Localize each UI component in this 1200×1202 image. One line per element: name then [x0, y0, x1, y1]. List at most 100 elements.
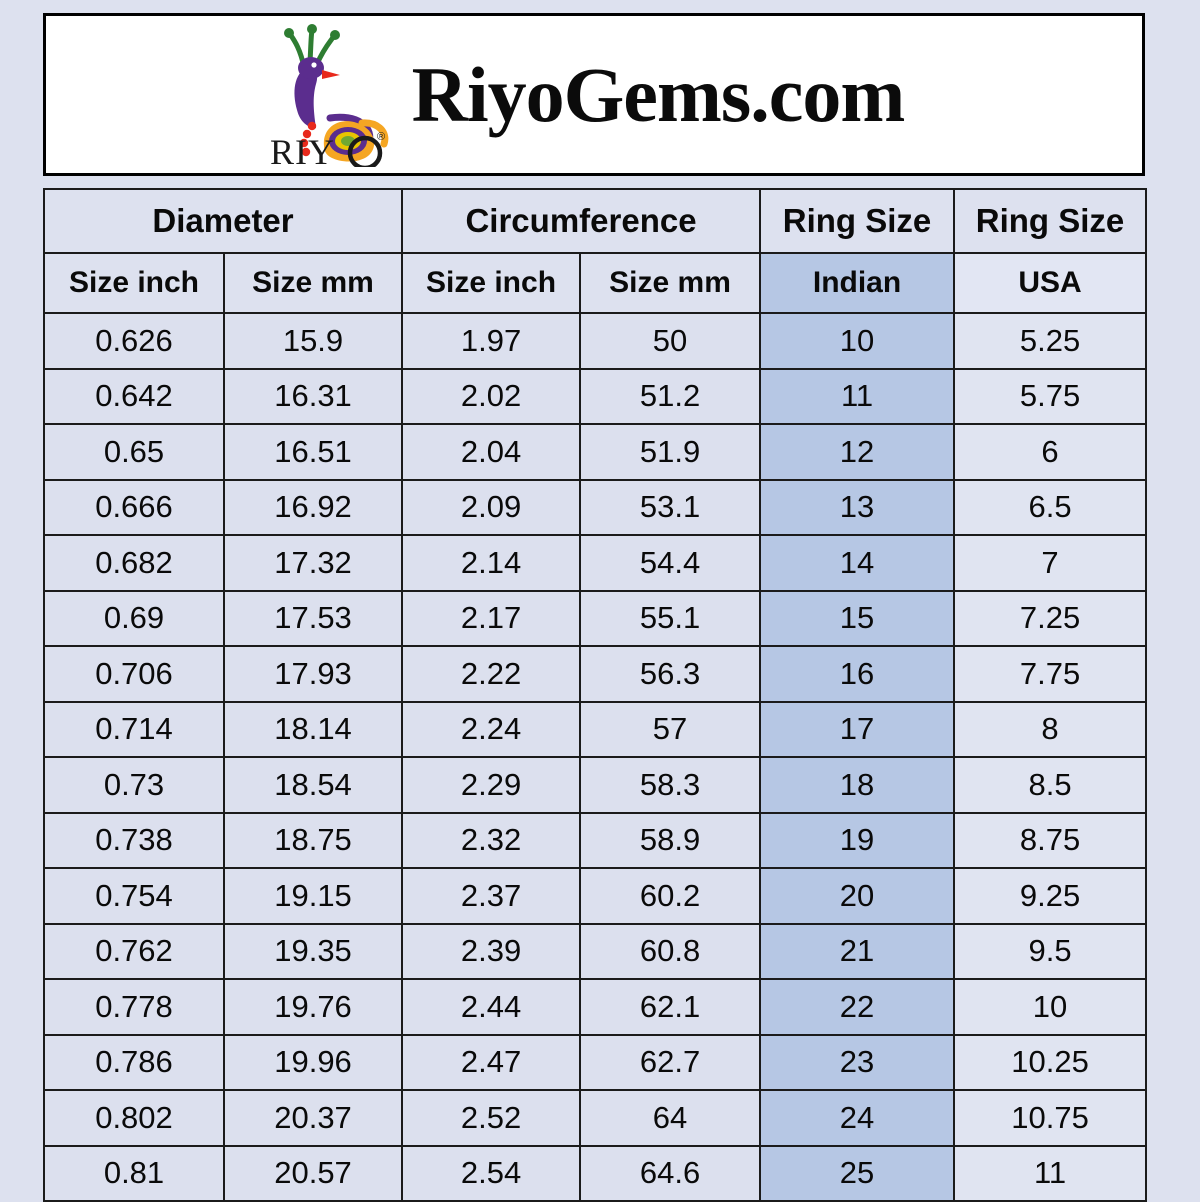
cell-circumference-mm: 51.2	[579, 367, 762, 425]
table-row: 0.69 17.53 2.17 55.1 15 7.25	[43, 589, 1148, 647]
ring-size-table: Diameter Circumference Ring Size Ring Si…	[42, 188, 1148, 1202]
cell-usa: 11	[953, 1144, 1148, 1202]
table-row: 0.762 19.35 2.39 60.8 21 9.5	[43, 922, 1148, 980]
cell-diameter-inch: 0.642	[43, 367, 225, 425]
cell-circumference-mm: 55.1	[579, 589, 762, 647]
cell-usa: 10.75	[953, 1089, 1148, 1147]
cell-diameter-mm: 20.57	[222, 1144, 404, 1202]
cell-indian: 24	[759, 1089, 956, 1147]
cell-diameter-inch: 0.786	[43, 1033, 225, 1091]
cell-indian: 15	[759, 589, 956, 647]
cell-diameter-inch: 0.738	[43, 811, 225, 869]
cell-circumference-inch: 2.54	[401, 1144, 582, 1202]
table-row: 0.81 20.57 2.54 64.6 25 11	[43, 1144, 1148, 1202]
cell-indian: 13	[759, 478, 956, 536]
cell-diameter-inch: 0.666	[43, 478, 225, 536]
cell-diameter-mm: 17.32	[222, 534, 404, 592]
table-row: 0.738 18.75 2.32 58.9 19 8.75	[43, 811, 1148, 869]
cell-usa: 7.25	[953, 589, 1148, 647]
sub-header-circumference-inch: Size inch	[401, 252, 582, 314]
cell-circumference-inch: 2.17	[401, 589, 582, 647]
cell-indian: 11	[759, 367, 956, 425]
group-header-ring-size-indian: Ring Size	[759, 188, 956, 254]
cell-diameter-mm: 19.96	[222, 1033, 404, 1091]
table-row: 0.714 18.14 2.24 57 17 8	[43, 700, 1148, 758]
cell-diameter-mm: 19.35	[222, 922, 404, 980]
sub-header-indian: Indian	[759, 252, 956, 314]
cell-diameter-mm: 16.92	[222, 478, 404, 536]
cell-diameter-inch: 0.73	[43, 756, 225, 814]
cell-indian: 16	[759, 645, 956, 703]
table-row: 0.786 19.96 2.47 62.7 23 10.25	[43, 1033, 1148, 1091]
cell-circumference-inch: 2.39	[401, 922, 582, 980]
cell-circumference-mm: 53.1	[579, 478, 762, 536]
cell-indian: 20	[759, 867, 956, 925]
cell-circumference-mm: 51.9	[579, 423, 762, 481]
cell-circumference-inch: 2.24	[401, 700, 582, 758]
table-row: 0.642 16.31 2.02 51.2 11 5.75	[43, 367, 1148, 425]
cell-usa: 7.75	[953, 645, 1148, 703]
cell-circumference-mm: 56.3	[579, 645, 762, 703]
cell-diameter-inch: 0.778	[43, 978, 225, 1036]
cell-diameter-mm: 18.14	[222, 700, 404, 758]
cell-circumference-inch: 2.02	[401, 367, 582, 425]
table-group-header-row: Diameter Circumference Ring Size Ring Si…	[42, 188, 1148, 254]
cell-circumference-inch: 2.29	[401, 756, 582, 814]
cell-diameter-inch: 0.626	[43, 312, 225, 370]
cell-usa: 6.5	[953, 478, 1148, 536]
cell-diameter-inch: 0.81	[43, 1144, 225, 1202]
cell-circumference-mm: 50	[579, 312, 762, 370]
cell-indian: 14	[759, 534, 956, 592]
cell-usa: 5.75	[953, 367, 1148, 425]
cell-diameter-mm: 19.15	[222, 867, 404, 925]
cell-diameter-inch: 0.802	[43, 1089, 225, 1147]
cell-diameter-mm: 16.31	[222, 367, 404, 425]
table-row: 0.65 16.51 2.04 51.9 12 6	[43, 423, 1148, 481]
sub-header-diameter-mm: Size mm	[222, 252, 404, 314]
cell-circumference-mm: 58.9	[579, 811, 762, 869]
table-row: 0.754 19.15 2.37 60.2 20 9.25	[43, 867, 1148, 925]
table-row: 0.682 17.32 2.14 54.4 14 7	[43, 534, 1148, 592]
cell-circumference-inch: 2.44	[401, 978, 582, 1036]
cell-diameter-mm: 17.53	[222, 589, 404, 647]
cell-diameter-mm: 18.54	[222, 756, 404, 814]
sub-header-diameter-inch: Size inch	[43, 252, 225, 314]
cell-circumference-mm: 54.4	[579, 534, 762, 592]
cell-circumference-mm: 62.7	[579, 1033, 762, 1091]
cell-circumference-inch: 2.32	[401, 811, 582, 869]
cell-usa: 9.25	[953, 867, 1148, 925]
cell-diameter-inch: 0.69	[43, 589, 225, 647]
table-row: 0.626 15.9 1.97 50 10 5.25	[43, 312, 1148, 370]
table-row: 0.778 19.76 2.44 62.1 22 10	[43, 978, 1148, 1036]
brand-title: RiyoGems.com	[411, 50, 906, 138]
riyo-peacock-logo-icon: RIY ®	[264, 22, 394, 167]
table-body: 0.626 15.9 1.97 50 10 5.25 0.642 16.31 2.02 51.2 1…	[43, 312, 1148, 1202]
cell-circumference-mm: 60.2	[579, 867, 762, 925]
cell-diameter-mm: 16.51	[222, 423, 404, 481]
cell-usa: 6	[953, 423, 1148, 481]
cell-circumference-mm: 58.3	[579, 756, 762, 814]
cell-circumference-inch: 2.04	[401, 423, 582, 481]
cell-usa: 10.25	[953, 1033, 1148, 1091]
sub-header-usa: USA	[953, 252, 1148, 314]
cell-diameter-inch: 0.762	[43, 922, 225, 980]
table-row: 0.666 16.92 2.09 53.1 13 6.5	[43, 478, 1148, 536]
cell-usa: 7	[953, 534, 1148, 592]
cell-indian: 22	[759, 978, 956, 1036]
cell-circumference-mm: 62.1	[579, 978, 762, 1036]
cell-circumference-inch: 2.37	[401, 867, 582, 925]
sub-header-circumference-mm: Size mm	[579, 252, 762, 314]
cell-circumference-inch: 2.22	[401, 645, 582, 703]
cell-indian: 23	[759, 1033, 956, 1091]
cell-diameter-mm: 20.37	[222, 1089, 404, 1147]
cell-circumference-inch: 1.97	[401, 312, 582, 370]
table-row: 0.802 20.37 2.52 64 24 10.75	[43, 1089, 1148, 1147]
cell-usa: 8.5	[953, 756, 1148, 814]
cell-circumference-inch: 2.52	[401, 1089, 582, 1147]
cell-indian: 19	[759, 811, 956, 869]
cell-diameter-mm: 17.93	[222, 645, 404, 703]
cell-circumference-inch: 2.14	[401, 534, 582, 592]
cell-circumference-inch: 2.47	[401, 1033, 582, 1091]
svg-text:®: ®	[377, 131, 385, 143]
